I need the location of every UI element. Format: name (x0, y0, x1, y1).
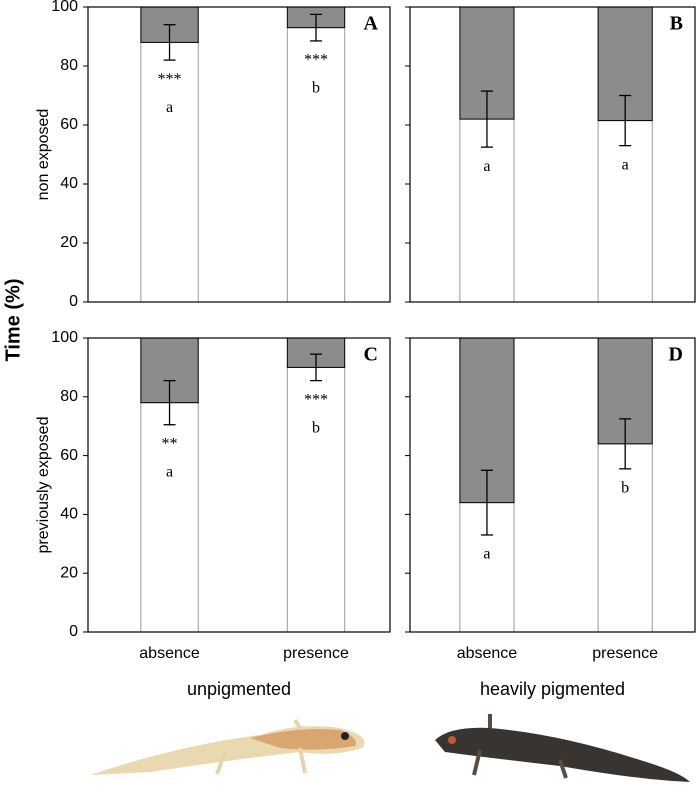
y-tick-label: 100 (51, 0, 78, 15)
y-tick-label: 0 (69, 623, 78, 640)
y-tick-label: 40 (60, 506, 78, 523)
group-letter: b (621, 480, 629, 497)
significance: *** (304, 391, 328, 408)
panel-label: B (670, 13, 683, 35)
x-tick-label: absence (139, 645, 200, 662)
salamander-pigmented (435, 714, 690, 782)
x-tick-label: presence (592, 645, 658, 662)
bar (286, 366, 346, 633)
panel-frame (409, 337, 696, 633)
y-tick-label: 20 (60, 564, 78, 581)
panel-label: C (364, 344, 378, 366)
significance: *** (158, 71, 182, 88)
panel-frame (409, 6, 696, 303)
y-tick-label: 20 (60, 234, 78, 251)
panel-frame (87, 337, 391, 633)
x-tick-label: absence (457, 645, 518, 662)
panel-frame (87, 6, 391, 303)
x-label: unpigmented (187, 679, 291, 699)
significance: *** (304, 52, 328, 69)
group-letter: b (312, 419, 320, 436)
group-letter: a (622, 156, 629, 173)
bar (140, 402, 199, 633)
y-label: non exposed (35, 109, 52, 201)
bar (597, 120, 653, 303)
y-tick-label: 0 (69, 293, 78, 310)
y-tick-label: 100 (51, 329, 78, 346)
significance: ** (162, 435, 178, 452)
group-letter: a (483, 158, 490, 175)
figure-y-label: Time (%) (2, 279, 24, 362)
y-tick-label: 60 (60, 447, 78, 464)
y-tick-label: 40 (60, 175, 78, 192)
bar (597, 443, 653, 633)
group-letter: a (483, 546, 490, 563)
bar (459, 118, 515, 303)
panel-label: D (669, 344, 683, 366)
y-label: previously exposed (35, 417, 52, 554)
group-letter: a (166, 463, 173, 480)
y-tick-label: 60 (60, 116, 78, 133)
y-tick-label: 80 (60, 388, 78, 405)
x-tick-label: presence (283, 645, 349, 662)
salamander-unpigmented (90, 718, 365, 775)
x-label: heavily pigmented (480, 679, 625, 699)
group-letter: b (312, 80, 320, 97)
y-tick-label: 80 (60, 57, 78, 74)
group-letter: a (166, 99, 173, 116)
bar (286, 27, 346, 303)
panel-label: A (364, 13, 379, 35)
